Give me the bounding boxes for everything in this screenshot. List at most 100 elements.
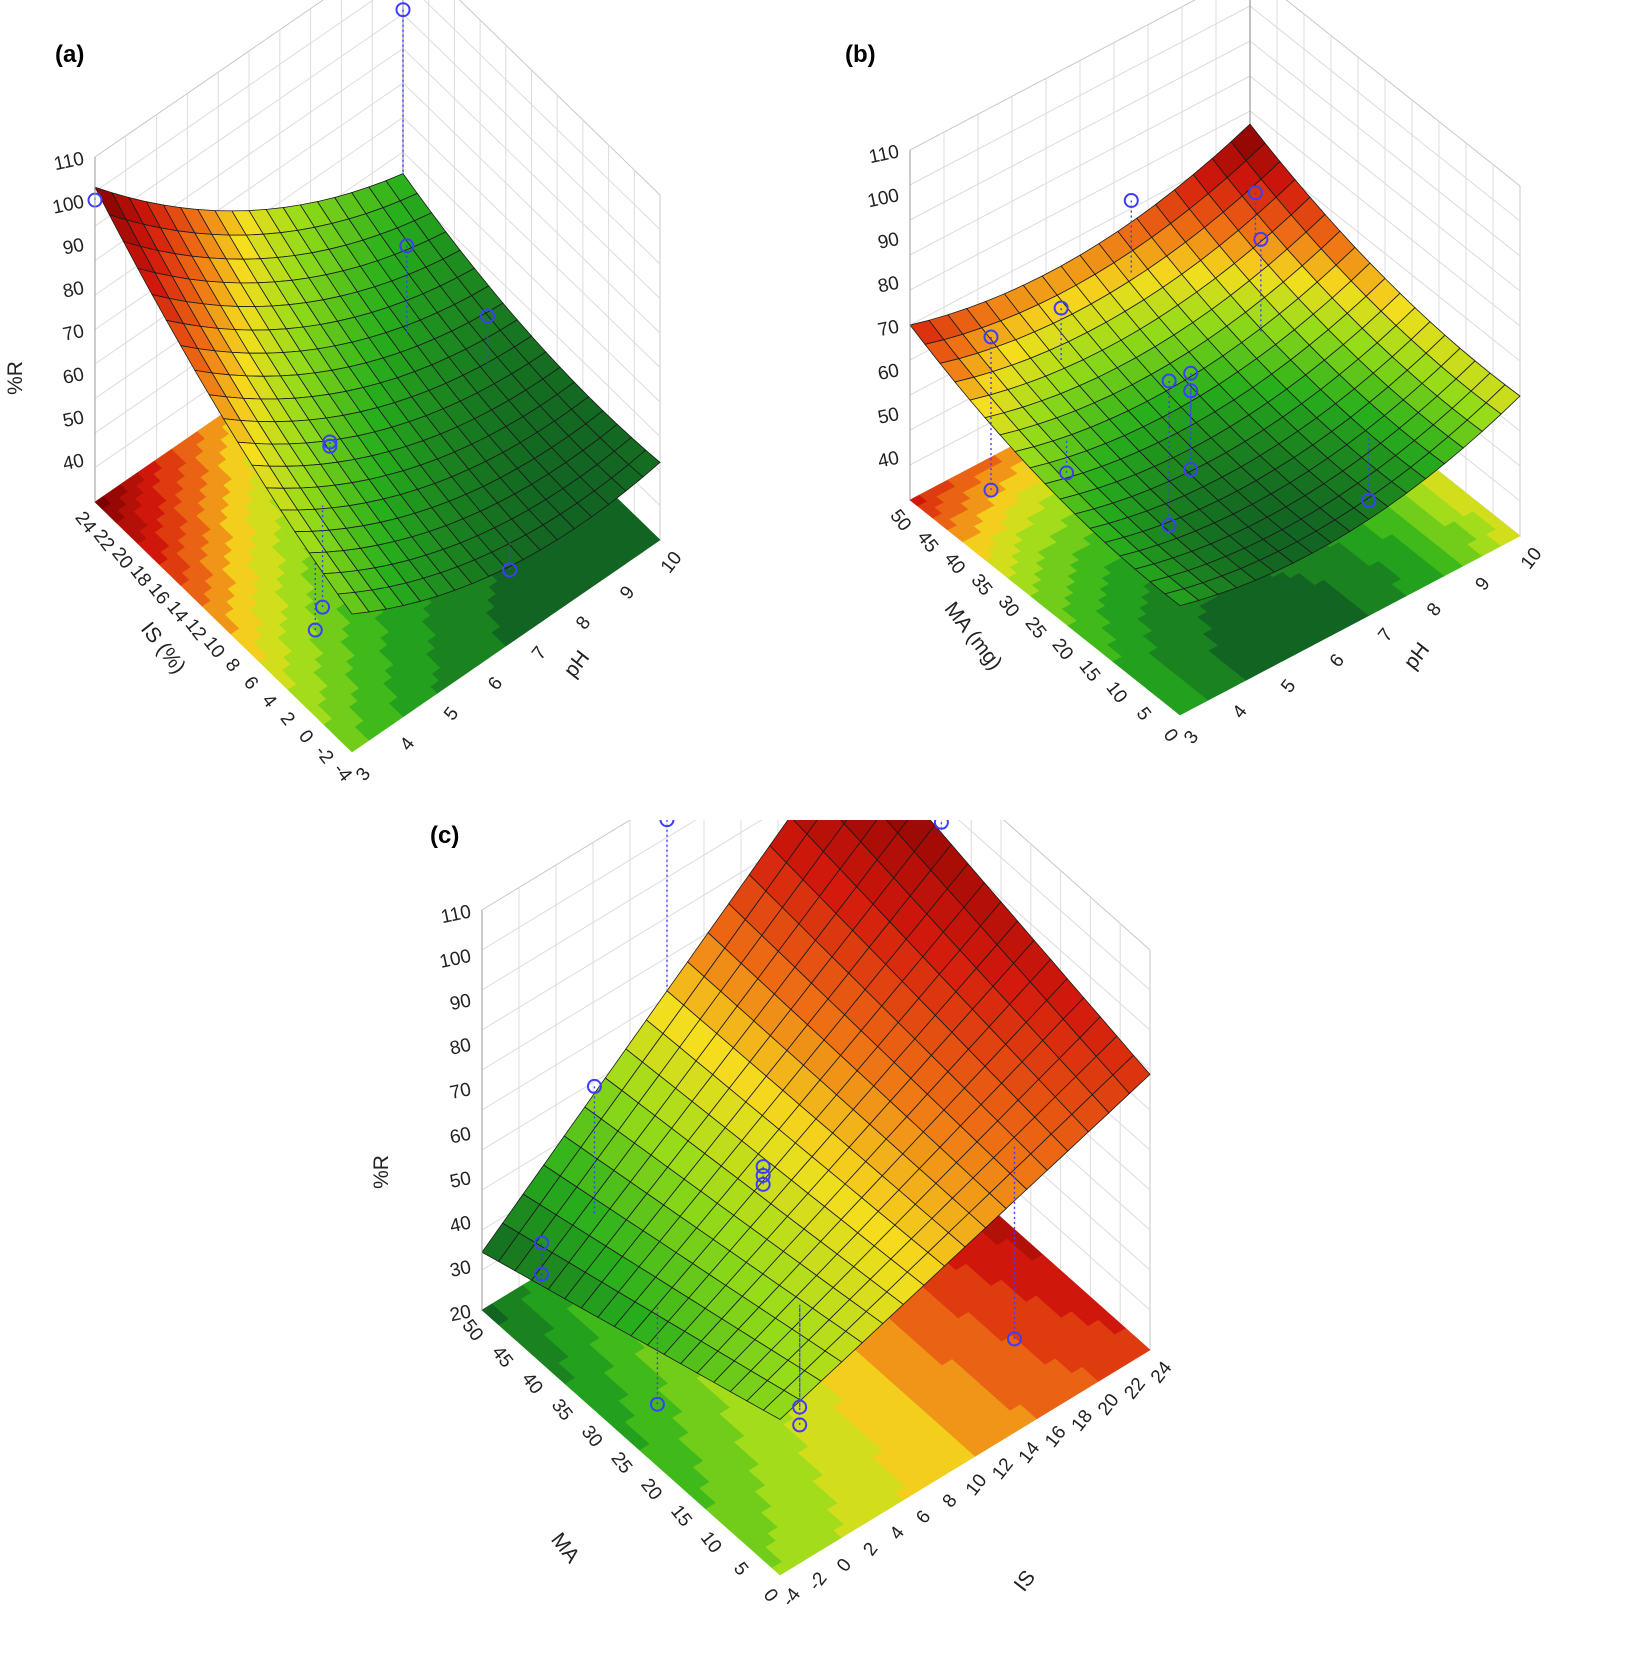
y-axis-title: MA (mg) [940,598,1007,675]
z-tick-label: 80 [876,273,901,298]
z-tick-label: 60 [876,360,901,385]
observed-point [792,1417,808,1433]
observed-point [1183,365,1199,381]
y-tick-label: 15 [666,1501,696,1531]
x-tick-label: 7 [528,643,551,664]
panel-letter-c: (c) [430,822,459,849]
y-tick-label: 0 [759,1585,782,1606]
x-tick-label: 0 [833,1555,856,1576]
z-tick-label: 80 [61,278,86,303]
observed-point [983,482,999,498]
x-tick-label: -2 [805,1568,832,1594]
y-tick-label: 5 [1132,703,1155,724]
x-tick-label: -4 [778,1584,805,1611]
z-tick-label: 40 [61,450,86,475]
y-tick-label: 6 [239,673,262,694]
observed-point [1161,373,1177,389]
x-tick-label: 6 [484,673,507,694]
z-tick-label: 50 [61,407,86,432]
x-tick-label: 3 [1180,727,1203,748]
z-tick-label: 100 [438,946,473,973]
x-tick-label: 5 [1277,676,1300,697]
z-tick-label: 100 [866,185,901,212]
x-tick-label: 14 [1015,1438,1045,1468]
y-tick-label: 25 [607,1448,637,1478]
z-tick-label: 90 [876,229,901,254]
z-tick-label: 20 [448,1301,473,1326]
observed-point [983,329,999,345]
z-tick-label: 110 [867,141,901,168]
y-tick-label: 30 [994,592,1024,622]
z-tick-label: 60 [61,364,86,389]
y-tick-label: 45 [913,527,943,557]
response-surface [909,123,1521,607]
z-tick-label: 100 [51,191,86,218]
observed-point [659,820,675,828]
x-tick-label: 16 [1041,1422,1071,1452]
y-tick-label: 2 [276,708,299,729]
observed-point [534,1235,550,1251]
observed-point [1361,492,1377,508]
x-tick-label: 9 [616,582,639,603]
observed-point [322,438,338,454]
observed-point [649,1396,665,1412]
observed-point [1053,300,1069,316]
observed-point [502,562,518,578]
x-tick-label: 8 [1423,599,1446,620]
panel-letter-b: (b) [845,41,876,68]
y-tick-label: 10 [696,1528,726,1558]
y-tick-label: 35 [967,570,997,600]
panel-letter-a: (a) [55,41,84,68]
x-tick-label: 4 [396,733,419,755]
y-axis-title: MA [546,1529,584,1568]
y-tick-label: 8 [221,655,244,676]
z-tick-label: 90 [448,990,473,1015]
observed-point [315,599,331,615]
y-tick-label: 5 [729,1558,752,1579]
observed-points [534,820,1022,1433]
x-tick-label: 9 [1472,574,1495,595]
response-surface [94,173,661,615]
observed-point [755,1176,771,1192]
y-tick-label: 10 [1102,678,1132,708]
x-tick-label: 18 [1068,1406,1098,1436]
observed-point [1006,1331,1022,1347]
z-tick-label: 110 [439,901,473,928]
z-tick-label: 90 [61,235,86,260]
z-tick-label: 50 [876,404,901,429]
observed-point [399,238,415,254]
x-tick-label: 3 [352,764,375,785]
observed-point [1253,231,1269,247]
y-tick-label: 45 [487,1342,517,1372]
z-tick-label: 50 [448,1168,473,1193]
x-tick-label: 10 [1517,544,1547,574]
y-tick-label: 30 [577,1422,607,1452]
x-tick-label: 2 [859,1539,882,1560]
z-axis-title: %R [4,361,27,395]
observed-points [983,185,1377,533]
y-tick-label: 20 [636,1475,666,1505]
y-tick-label: -2 [310,742,337,768]
z-tick-label: 70 [448,1079,473,1104]
observed-point [1161,517,1177,533]
y-tick-label: 50 [886,506,916,536]
observed-point [755,1167,771,1183]
observed-point [1183,383,1199,399]
y-tick-label: 15 [1075,656,1105,686]
x-tick-label: 8 [939,1491,962,1512]
x-tick-label: 5 [440,703,463,724]
observed-points [87,2,518,638]
observed-point [395,2,411,18]
x-tick-label: 4 [886,1522,909,1544]
observed-point [480,308,495,324]
z-tick-label: 40 [448,1212,473,1237]
z-tick-label: 70 [876,316,901,341]
observed-point [1059,465,1075,481]
x-tick-label: 4 [1229,701,1252,723]
chart-panel-b: 4050607080901001103456789100510152025303… [845,0,1547,748]
observed-point [586,1078,602,1094]
z-axis-title: %R [370,1155,393,1189]
x-tick-label: 7 [1374,625,1397,646]
observed-point [1123,192,1139,208]
observed-point [534,1266,550,1282]
